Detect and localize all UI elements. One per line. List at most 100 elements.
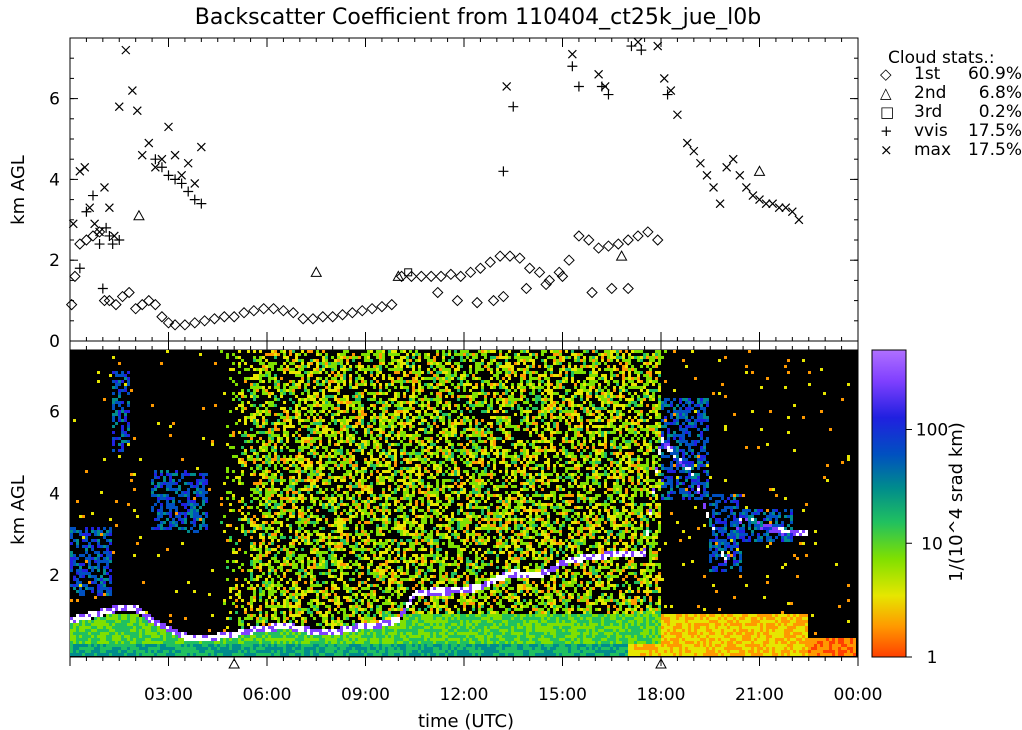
backscatter-cell bbox=[250, 626, 253, 629]
backscatter-cell bbox=[265, 476, 268, 479]
backscatter-cell bbox=[349, 473, 352, 476]
backscatter-cell bbox=[124, 638, 127, 641]
backscatter-cell bbox=[280, 638, 283, 641]
backscatter-cell bbox=[184, 515, 187, 518]
backscatter-cell bbox=[169, 425, 172, 428]
backscatter-cell bbox=[184, 635, 187, 638]
backscatter-cell bbox=[79, 623, 82, 626]
backscatter-cell bbox=[274, 458, 277, 461]
backscatter-cell bbox=[265, 470, 268, 473]
backscatter-cell bbox=[334, 443, 337, 446]
backscatter-cell bbox=[262, 641, 265, 644]
backscatter-cell bbox=[385, 434, 388, 437]
backscatter-cell bbox=[370, 629, 373, 632]
backscatter-cell bbox=[310, 575, 313, 578]
backscatter-cell bbox=[250, 608, 253, 611]
backscatter-cell bbox=[151, 482, 154, 485]
backscatter-cell bbox=[337, 362, 340, 365]
backscatter-cell bbox=[307, 410, 310, 413]
backscatter-cell bbox=[286, 647, 289, 650]
backscatter-cell bbox=[292, 614, 295, 617]
backscatter-cell bbox=[382, 641, 385, 644]
backscatter-cell bbox=[352, 605, 355, 608]
backscatter-cell bbox=[274, 395, 277, 398]
backscatter-cell bbox=[382, 494, 385, 497]
backscatter-cell bbox=[289, 587, 292, 590]
backscatter-cell bbox=[289, 551, 292, 554]
backscatter-cell bbox=[349, 629, 352, 632]
backscatter-cell bbox=[307, 644, 310, 647]
cloud-stats-legend: Cloud stats.: ◇ 1st 60.9%△ 2nd 6.8%□ 3rd 0.2%+… bbox=[880, 48, 1022, 160]
backscatter-cell bbox=[349, 386, 352, 389]
backscatter-cell bbox=[331, 428, 334, 431]
backscatter-cell bbox=[403, 434, 406, 437]
backscatter-cell bbox=[244, 632, 247, 635]
backscatter-cell bbox=[289, 635, 292, 638]
backscatter-cell bbox=[340, 557, 343, 560]
backscatter-cell bbox=[406, 476, 409, 479]
backscatter-cell bbox=[340, 641, 343, 644]
backscatter-cell bbox=[409, 395, 412, 398]
backscatter-cell bbox=[202, 494, 205, 497]
backscatter-cell bbox=[265, 488, 268, 491]
backscatter-cell bbox=[268, 563, 271, 566]
backscatter-cell bbox=[337, 605, 340, 608]
backscatter-cell bbox=[118, 383, 121, 386]
backscatter-cell bbox=[274, 356, 277, 359]
backscatter-cell bbox=[403, 392, 406, 395]
backscatter-cell bbox=[403, 446, 406, 449]
backscatter-cell bbox=[337, 443, 340, 446]
backscatter-cell bbox=[367, 626, 370, 629]
backscatter-cell bbox=[76, 641, 79, 644]
backscatter-cell bbox=[334, 407, 337, 410]
backscatter-cell bbox=[265, 401, 268, 404]
backscatter-cell bbox=[229, 638, 232, 641]
backscatter-cell bbox=[289, 482, 292, 485]
backscatter-cell bbox=[352, 497, 355, 500]
backscatter-cell bbox=[172, 644, 175, 647]
backscatter-cell bbox=[97, 569, 100, 572]
backscatter-cell bbox=[250, 647, 253, 650]
backscatter-cell bbox=[259, 377, 262, 380]
backscatter-cell bbox=[241, 407, 244, 410]
backscatter-cell bbox=[121, 620, 124, 623]
backscatter-cell bbox=[136, 611, 139, 614]
backscatter-cell bbox=[412, 458, 415, 461]
backscatter-cell bbox=[355, 632, 358, 635]
backscatter-cell bbox=[124, 419, 127, 422]
backscatter-cell bbox=[154, 473, 157, 476]
backscatter-cell bbox=[364, 587, 367, 590]
backscatter-cell bbox=[259, 509, 262, 512]
backscatter-cell bbox=[202, 653, 205, 656]
backscatter-cell bbox=[328, 404, 331, 407]
backscatter-cell bbox=[289, 497, 292, 500]
backscatter-cell bbox=[349, 638, 352, 641]
backscatter-cell bbox=[304, 383, 307, 386]
backscatter-cell bbox=[394, 632, 397, 635]
backscatter-cell bbox=[310, 647, 313, 650]
backscatter-cell bbox=[304, 593, 307, 596]
backscatter-cell bbox=[100, 584, 103, 587]
backscatter-cell bbox=[340, 485, 343, 488]
backscatter-cell bbox=[388, 581, 391, 584]
backscatter-cell bbox=[265, 578, 268, 581]
backscatter-cell bbox=[232, 635, 235, 638]
backscatter-cell bbox=[262, 389, 265, 392]
backscatter-cell bbox=[127, 638, 130, 641]
backscatter-cell bbox=[313, 530, 316, 533]
backscatter-cell bbox=[265, 461, 268, 464]
backscatter-cell bbox=[322, 419, 325, 422]
backscatter-cell bbox=[301, 440, 304, 443]
backscatter-cell bbox=[280, 458, 283, 461]
backscatter-cell bbox=[121, 614, 124, 617]
backscatter-cell bbox=[322, 362, 325, 365]
backscatter-cell bbox=[310, 440, 313, 443]
backscatter-cell bbox=[304, 518, 307, 521]
backscatter-cell bbox=[352, 434, 355, 437]
backscatter-cell bbox=[85, 584, 88, 587]
backscatter-cell bbox=[307, 365, 310, 368]
backscatter-cell bbox=[358, 392, 361, 395]
backscatter-cell bbox=[127, 383, 130, 386]
backscatter-cell bbox=[328, 428, 331, 431]
